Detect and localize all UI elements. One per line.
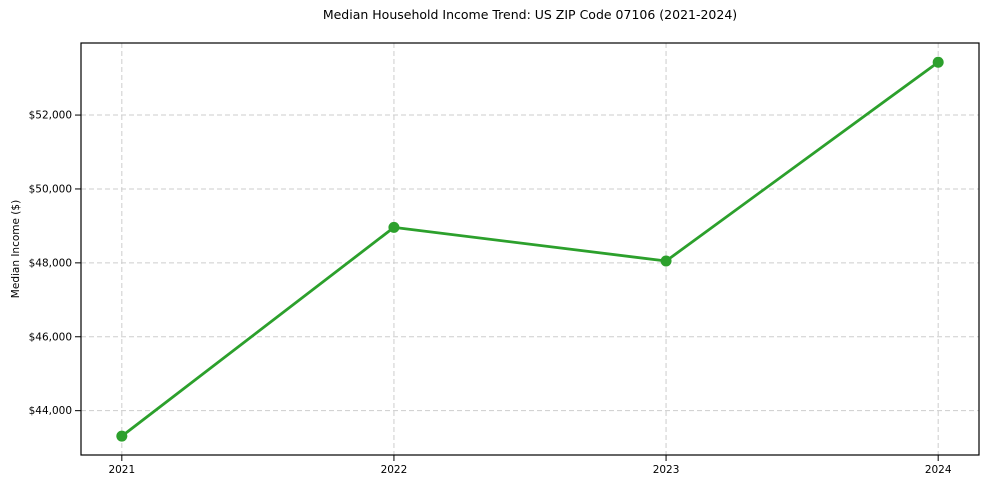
chart-title: Median Household Income Trend: US ZIP Co… [322,7,738,22]
data-point-marker [660,255,672,267]
y-tick-label: $46,000 [29,331,72,343]
y-axis-label: Median Income ($) [10,199,22,299]
income-trend-line [120,60,940,438]
plot-border [80,42,980,456]
y-tick-label: $48,000 [29,257,72,269]
x-tick-label: 2022 [381,464,408,476]
y-tick-label: $44,000 [29,405,72,417]
x-tick-label: 2021 [108,464,135,476]
x-tick-label: 2023 [653,464,680,476]
data-point-marker [932,56,944,68]
y-tick-label: $52,000 [29,110,72,122]
y-tick-label: $50,000 [29,183,72,195]
data-point-marker [388,221,400,233]
x-tick-label: 2024 [925,464,952,476]
data-point-marker [116,430,128,442]
